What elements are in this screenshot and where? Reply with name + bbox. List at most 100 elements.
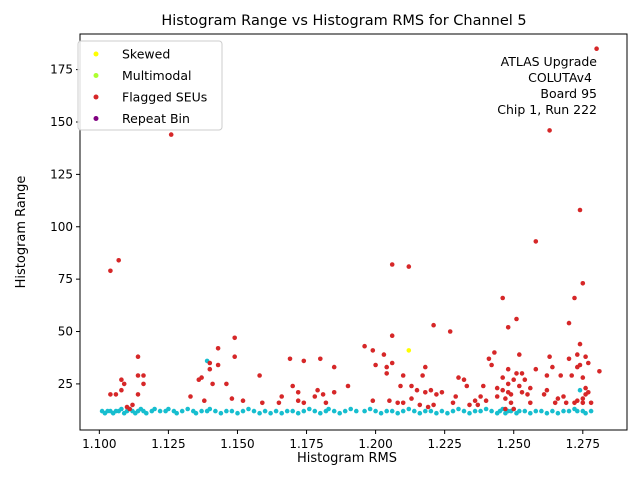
y-tick-label: 25 (58, 377, 73, 391)
data-point (135, 354, 141, 360)
data-point (514, 371, 519, 376)
data-point (417, 410, 423, 416)
data-point (489, 362, 494, 368)
data-point (389, 408, 395, 414)
data-point (345, 383, 351, 389)
data-point (566, 320, 572, 326)
data-point (423, 408, 428, 414)
data-point (135, 392, 141, 397)
data-point (525, 392, 530, 397)
legend-box (77, 40, 223, 131)
data-point (494, 394, 500, 399)
data-point (384, 364, 390, 370)
data-point (434, 410, 439, 416)
data-point (260, 400, 265, 406)
data-point (580, 400, 586, 406)
data-point (113, 392, 119, 397)
data-point (566, 408, 572, 414)
data-point (447, 329, 453, 334)
data-point (370, 348, 376, 353)
data-point (389, 262, 395, 267)
data-point (555, 396, 561, 401)
data-point (373, 408, 378, 414)
data-point (144, 410, 149, 416)
data-point (378, 410, 384, 416)
data-point (224, 381, 229, 387)
data-point (389, 360, 395, 366)
data-point (577, 341, 583, 347)
data-point (558, 373, 563, 378)
x-axis-label: Histogram RMS (297, 451, 397, 466)
data-point (215, 346, 221, 351)
data-point (257, 410, 262, 416)
data-point (342, 408, 348, 414)
data-point (218, 410, 224, 416)
data-point (301, 358, 307, 364)
legend-label: Repeat Bin (122, 111, 190, 126)
data-point (583, 410, 588, 416)
y-axis-label: Histogram Range (14, 176, 29, 289)
data-point (207, 406, 213, 412)
legend-label: Flagged SEUs (122, 90, 207, 105)
data-point (580, 396, 586, 401)
data-point (409, 383, 414, 389)
data-point (389, 333, 395, 339)
y-tick-label: 175 (50, 63, 73, 77)
data-point (522, 377, 528, 383)
y-tick-label: 125 (50, 167, 73, 181)
data-point (312, 394, 318, 399)
x-tick-label: 1.275 (566, 437, 600, 451)
data-point (295, 390, 301, 395)
data-point (475, 402, 481, 408)
data-point (575, 408, 580, 414)
data-point (362, 343, 367, 349)
data-point (550, 364, 555, 370)
data-point (307, 406, 312, 412)
data-point (246, 406, 251, 412)
x-tick-label: 1.200 (358, 437, 392, 451)
data-point (483, 398, 489, 404)
data-point (577, 362, 583, 368)
data-point (121, 381, 127, 387)
data-point (367, 406, 373, 412)
y-tick-label: 150 (50, 115, 73, 129)
plot-frame (79, 33, 628, 431)
data-point (141, 373, 146, 378)
data-point (193, 410, 199, 416)
data-point (354, 408, 359, 414)
data-point (400, 408, 406, 414)
data-point (268, 410, 273, 416)
data-point (318, 410, 323, 416)
legend-marker (93, 116, 99, 121)
data-point (370, 398, 376, 404)
data-point (453, 394, 459, 399)
data-point (315, 387, 320, 393)
data-point (318, 356, 323, 362)
y-tick-label: 75 (58, 272, 73, 286)
data-points (99, 46, 602, 416)
data-point (563, 400, 569, 406)
legend-label: Skewed (122, 47, 170, 62)
data-point (500, 387, 506, 393)
data-point (575, 352, 580, 357)
data-point (478, 408, 483, 414)
data-point (508, 392, 514, 397)
data-point (381, 352, 387, 357)
data-point (478, 394, 483, 399)
data-point (400, 373, 406, 378)
data-point (450, 400, 456, 406)
data-point (577, 207, 583, 213)
data-point (597, 369, 602, 374)
data-point (561, 394, 566, 399)
data-point (547, 354, 552, 360)
data-point (406, 348, 412, 353)
data-point (428, 387, 434, 393)
data-point (229, 408, 235, 414)
legend-label: Multimodal (122, 68, 191, 83)
data-point (210, 381, 215, 387)
data-point (483, 406, 489, 412)
data-point (489, 408, 494, 414)
data-point (580, 375, 586, 380)
data-point (445, 410, 450, 416)
data-point (547, 128, 552, 133)
